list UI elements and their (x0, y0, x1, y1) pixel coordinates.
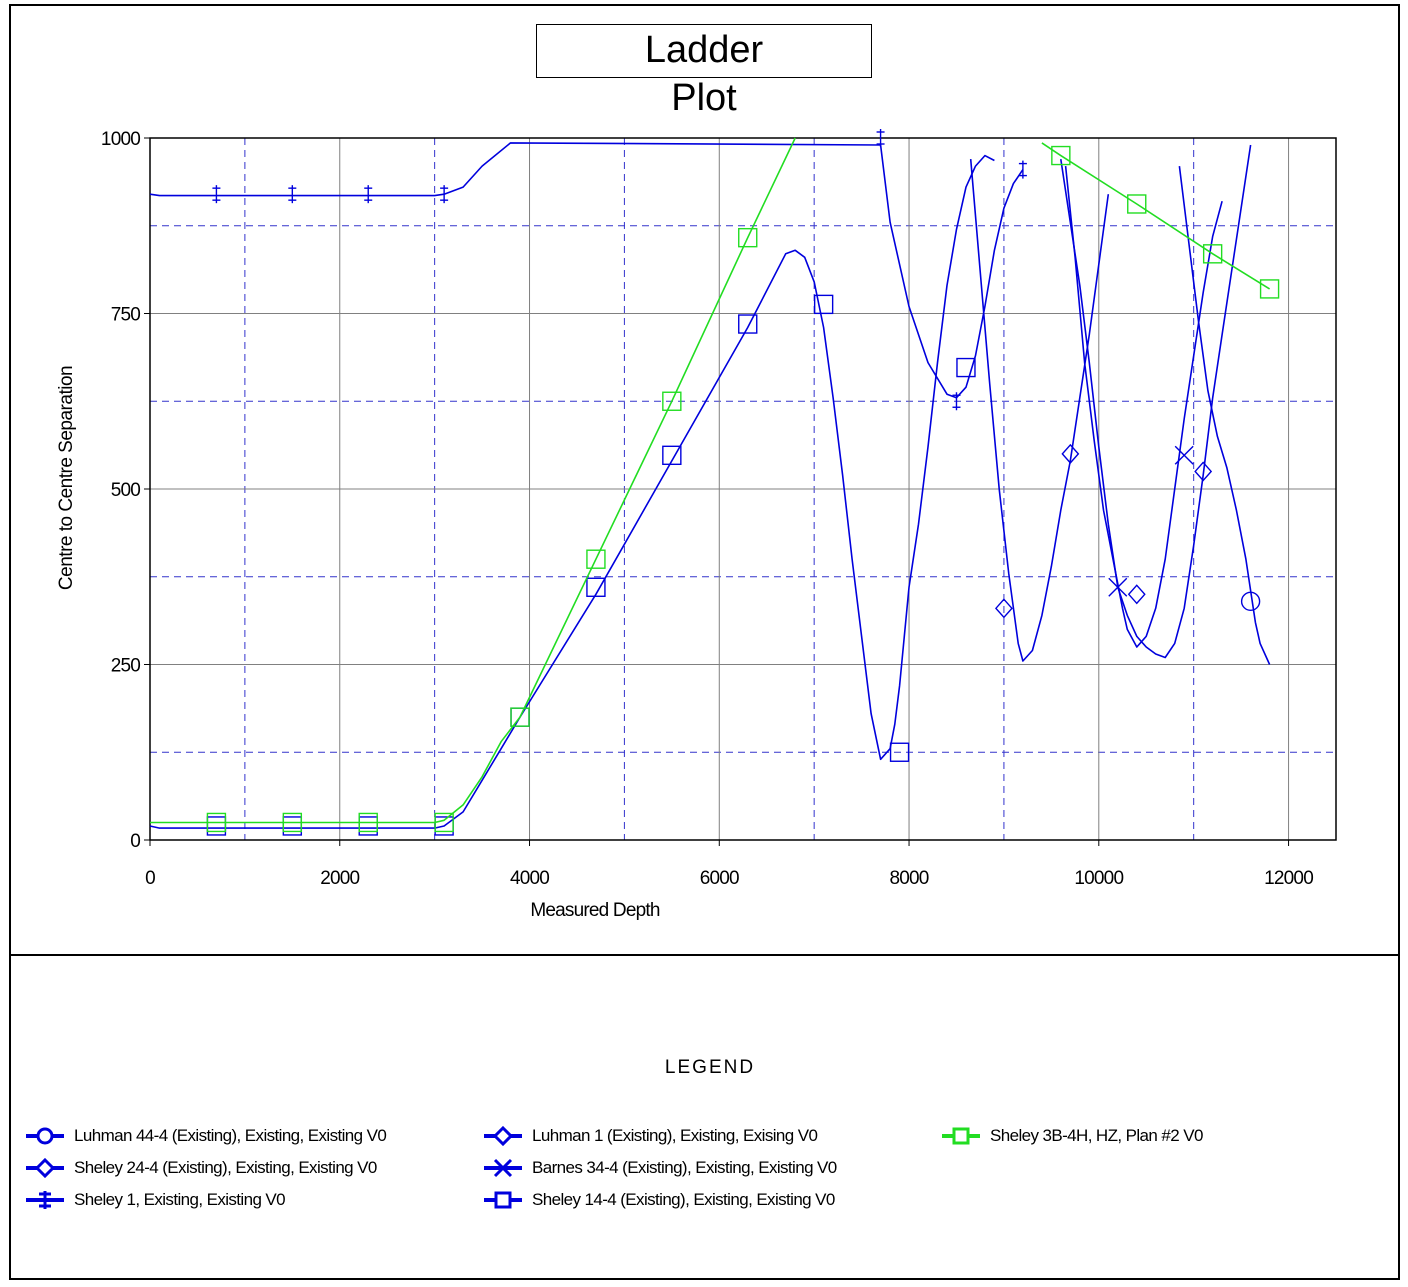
circle-marker (1240, 591, 1261, 612)
square-marker (662, 391, 682, 411)
diamond-marker (1127, 584, 1146, 605)
x-marker-icon (484, 1158, 522, 1178)
series-line-4 (149, 142, 1024, 399)
chart-title-line2: Plot (671, 77, 737, 119)
square-marker (358, 812, 378, 833)
square-marker (738, 227, 758, 248)
x-marker (1108, 577, 1128, 597)
x-axis-label: Measured Depth (530, 900, 660, 921)
series-line-6 (150, 137, 796, 824)
x-tick-label: 2000 (320, 868, 359, 889)
title-box (536, 24, 872, 78)
x-tick-label: 6000 (700, 868, 739, 889)
x-marker (1174, 445, 1194, 465)
ladder-plot-chart: 0 2000 4000 6000 8000 10000 12000 0 250 500 750 100… (56, 129, 1337, 921)
square-marker (889, 742, 910, 762)
legend-item-sheley-3b-4h: Sheley 3B-4H, HZ, Plan #2 V0 (940, 1124, 1203, 1148)
legend-item-sheley-24-4: Sheley 24-4 (Existing), Existing, Existi… (24, 1156, 377, 1180)
series-line-5 (149, 154, 995, 829)
chart-title-line1: Ladder (644, 29, 764, 71)
square-marker (434, 812, 454, 833)
x-tick-label: 10000 (1074, 868, 1123, 889)
square-marker (956, 357, 976, 378)
diamond-marker-icon (26, 1158, 64, 1178)
legend-item-barnes-34-4: Barnes 34-4 (Existing), Existing, Existi… (482, 1156, 837, 1180)
square-marker (206, 812, 227, 833)
square-marker-icon (942, 1127, 980, 1145)
square-marker (662, 445, 682, 466)
y-tick-label: 0 (130, 831, 140, 852)
series-line-2 (969, 159, 1110, 662)
square-marker-icon (484, 1191, 522, 1209)
y-tick-label: 500 (111, 480, 141, 501)
legend-label: Barnes 34-4 (Existing), Existing, Existi… (532, 1158, 837, 1177)
y-axis-label: Centre to Centre Separation (56, 366, 77, 590)
diamond-marker (994, 598, 1013, 619)
square-marker (1051, 145, 1071, 166)
y-tick-label: 750 (111, 305, 141, 326)
square-marker (206, 816, 227, 836)
x-tick-label: 4000 (510, 868, 549, 889)
series-line-1 (1064, 166, 1223, 648)
square-marker (282, 816, 303, 836)
legend-label: Luhman 44-4 (Existing), Existing, Existi… (74, 1126, 387, 1145)
x-tick-label: 0 (145, 868, 155, 889)
square-marker (586, 549, 606, 569)
series-line-3 (1060, 144, 1252, 659)
dagger-marker-icon (26, 1191, 64, 1209)
y-tick-label: 1000 (101, 129, 140, 150)
circle-marker-icon (26, 1127, 64, 1145)
square-marker (586, 577, 606, 597)
square-marker (1127, 194, 1147, 214)
legend-title: LEGEND (664, 1057, 756, 1078)
chart-frame (9, 4, 1400, 1280)
square-marker (813, 294, 834, 315)
legend-label: Sheley 24-4 (Existing), Existing, Existi… (74, 1158, 377, 1177)
legend-label: Sheley 3B-4H, HZ, Plan #2 V0 (990, 1126, 1203, 1145)
square-marker (738, 314, 758, 334)
x-tick-label: 8000 (890, 868, 929, 889)
square-marker (510, 707, 530, 727)
series-line-0 (1178, 166, 1271, 665)
legend-item-sheley-1: Sheley 1, Existing, Existing V0 (24, 1188, 286, 1212)
series-line-6 (1041, 142, 1271, 290)
legend-label: Luhman 1 (Existing), Existing, Exising V… (532, 1126, 818, 1145)
square-marker (1259, 279, 1280, 299)
y-tick-label: 250 (111, 656, 141, 677)
square-marker (282, 812, 303, 833)
legend-divider (9, 954, 1400, 956)
square-marker (1202, 244, 1223, 264)
legend-label: Sheley 1, Existing, Existing V0 (74, 1190, 286, 1209)
legend-item-luhman-1: Luhman 1 (Existing), Existing, Exising V… (482, 1124, 818, 1148)
diamond-marker (1061, 443, 1080, 464)
diamond-marker-icon (484, 1126, 522, 1146)
square-marker (358, 816, 378, 836)
legend-item-luhman-44-4: Luhman 44-4 (Existing), Existing, Existi… (24, 1124, 387, 1148)
legend-label: Sheley 14-4 (Existing), Existing, Existi… (532, 1190, 835, 1209)
x-tick-label: 12000 (1264, 868, 1313, 889)
legend-item-sheley-14-4: Sheley 14-4 (Existing), Existing, Existi… (482, 1188, 835, 1212)
